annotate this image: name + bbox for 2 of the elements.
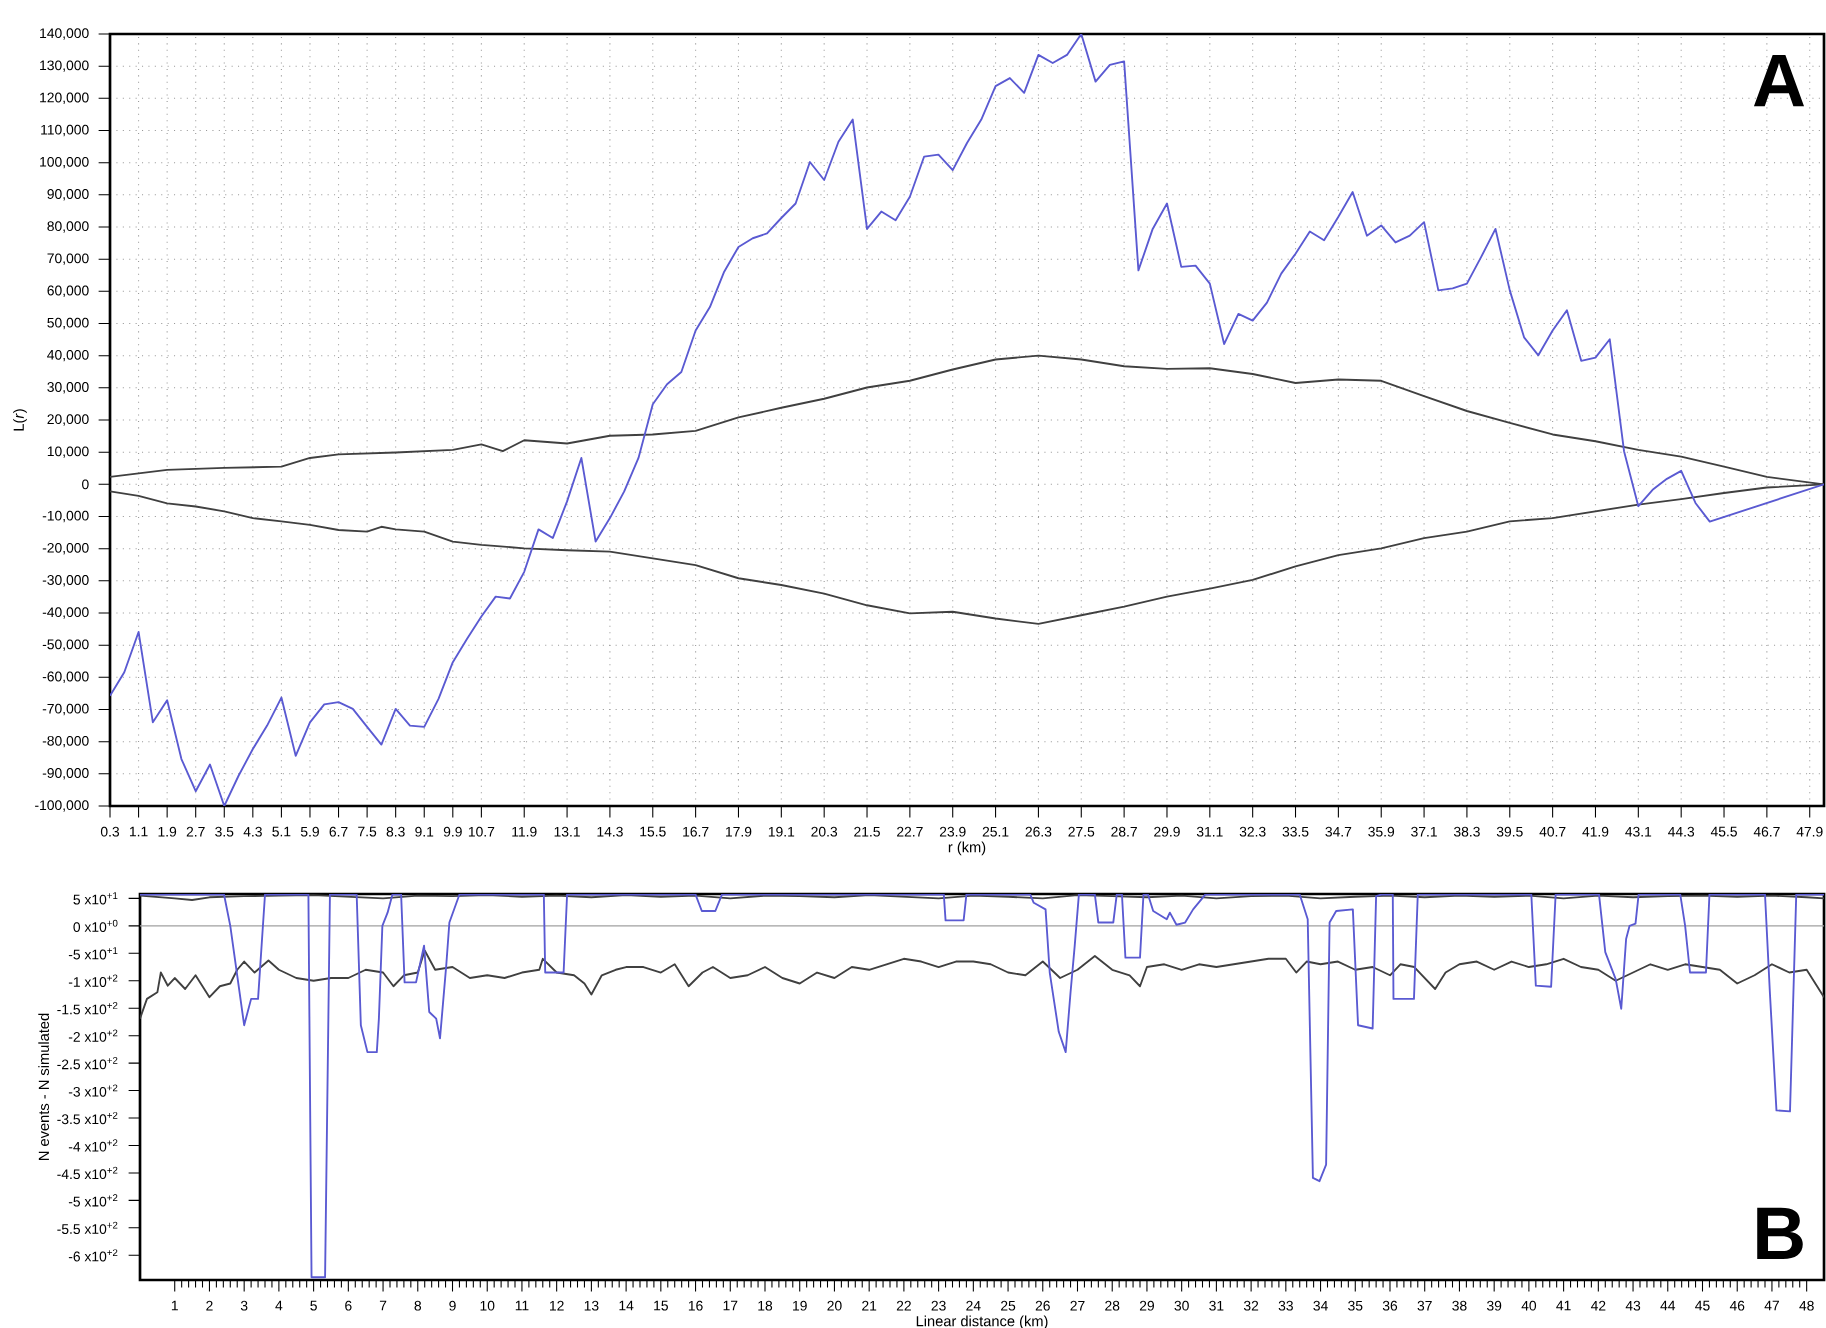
annotation: B <box>1757 1207 1803 1259</box>
annotation: A <box>1753 55 1805 107</box>
